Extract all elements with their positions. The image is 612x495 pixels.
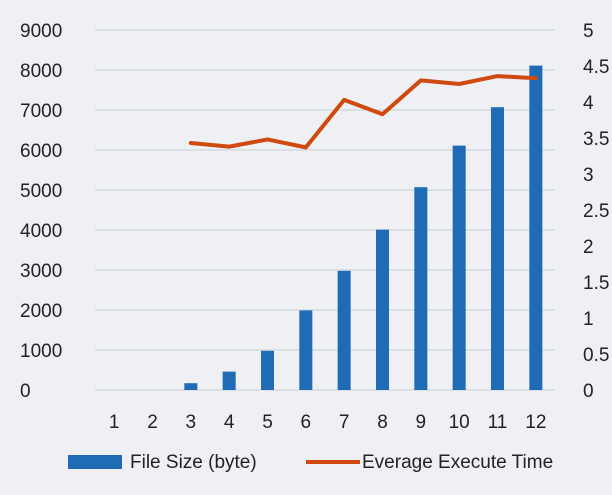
bar: [261, 350, 274, 390]
y-tick-label-right: 2.5: [583, 201, 609, 222]
y-tick-label-right: 3.5: [583, 129, 609, 150]
bar: [452, 145, 466, 390]
gridlines: [95, 29, 555, 391]
x-axis: 1 2 3 4 5 6 7 8 9 10 11 12: [109, 412, 547, 433]
legend-swatch-file-size: [68, 455, 122, 469]
legend-label-execute-time: Everage Execute Time: [362, 452, 553, 473]
y-tick-label-right: 0: [583, 381, 594, 402]
bar: [376, 229, 389, 390]
x-tick-label: 12: [525, 412, 546, 433]
y-tick-label-left: 8000: [20, 61, 62, 82]
y-tick-label-left: 5000: [20, 181, 62, 202]
x-tick-label: 7: [339, 412, 350, 433]
y-tick-label-left: 6000: [20, 141, 62, 162]
y-tick-label-right: 5: [583, 21, 594, 42]
bar: [529, 65, 543, 390]
bar-series-file-size: [184, 65, 543, 390]
x-tick-label: 8: [377, 412, 388, 433]
execute-time-line: [188, 74, 538, 150]
y-tick-label-left: 7000: [20, 101, 62, 122]
y-tick-label-left: 9000: [20, 21, 62, 42]
y-tick-label-left: 0: [20, 381, 31, 402]
bar: [414, 187, 428, 390]
y-tick-label-left: 4000: [20, 221, 62, 242]
y-tick-label-left: 3000: [20, 261, 62, 282]
x-tick-label: 1: [109, 412, 120, 433]
y-axis-left: 0 1000 2000 3000 4000 5000 6000 7000 8000 9000: [20, 21, 62, 402]
y-tick-label-right: 4: [583, 93, 594, 114]
x-tick-label: 11: [488, 412, 508, 433]
y-tick-label-right: 3: [583, 165, 594, 186]
legend: File Size (byte) Everage Execute Time: [68, 452, 553, 473]
bar: [299, 310, 313, 390]
y-tick-label-right: 4.5: [583, 57, 609, 78]
bar: [337, 270, 351, 390]
y-tick-label-right: 1.5: [583, 273, 609, 294]
y-tick-label-left: 2000: [20, 301, 62, 322]
bar: [222, 371, 236, 390]
legend-label-file-size: File Size (byte): [130, 452, 257, 473]
bar: [184, 383, 198, 390]
x-tick-label: 3: [186, 412, 197, 433]
line-series-execute-time: [188, 74, 538, 150]
x-tick-label: 4: [224, 412, 235, 433]
y-tick-label-left: 1000: [20, 341, 62, 362]
y-axis-right: 0 0.5 1 1.5 2 2.5 3 3.5 4 4.5 5: [583, 21, 609, 402]
x-tick-label: 9: [416, 412, 427, 433]
x-tick-label: 5: [262, 412, 273, 433]
x-tick-label: 2: [147, 412, 158, 433]
y-tick-label-right: 2: [583, 237, 594, 258]
y-tick-label-right: 1: [583, 309, 594, 330]
x-tick-label: 6: [301, 412, 312, 433]
bar: [491, 107, 504, 390]
x-tick-label: 10: [449, 412, 470, 433]
y-tick-label-right: 0.5: [583, 345, 609, 366]
